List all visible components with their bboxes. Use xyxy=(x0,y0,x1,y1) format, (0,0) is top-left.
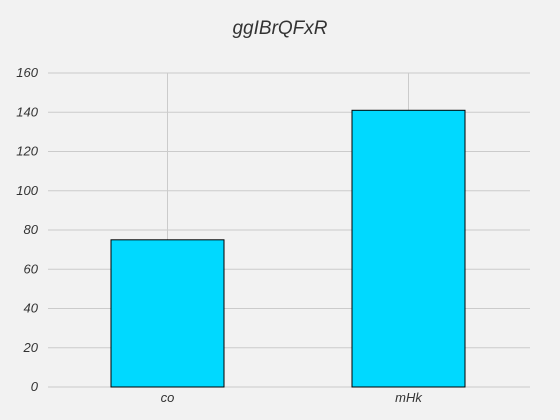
y-tick-label: 160 xyxy=(16,65,38,80)
y-tick-label: 0 xyxy=(31,379,39,394)
bar-mhk xyxy=(351,109,466,388)
x-tick-label: mHk xyxy=(395,390,423,405)
x-tick-label: co xyxy=(161,390,175,405)
y-axis-ticks: 0 20 40 60 80 100 120 140 160 xyxy=(16,65,38,394)
bars xyxy=(110,109,466,388)
y-tick-label: 20 xyxy=(23,340,39,355)
y-tick-label: 40 xyxy=(24,301,39,316)
y-tick-label: 140 xyxy=(16,104,38,119)
y-tick-label: 100 xyxy=(16,183,38,198)
x-axis-ticks: co mHk xyxy=(161,390,424,405)
y-tick-label: 80 xyxy=(24,222,39,237)
y-tick-label: 60 xyxy=(24,261,39,276)
chart-title: ggIBrQFxR xyxy=(232,18,328,39)
y-tick-label: 120 xyxy=(16,144,38,159)
bar-co xyxy=(110,239,225,388)
